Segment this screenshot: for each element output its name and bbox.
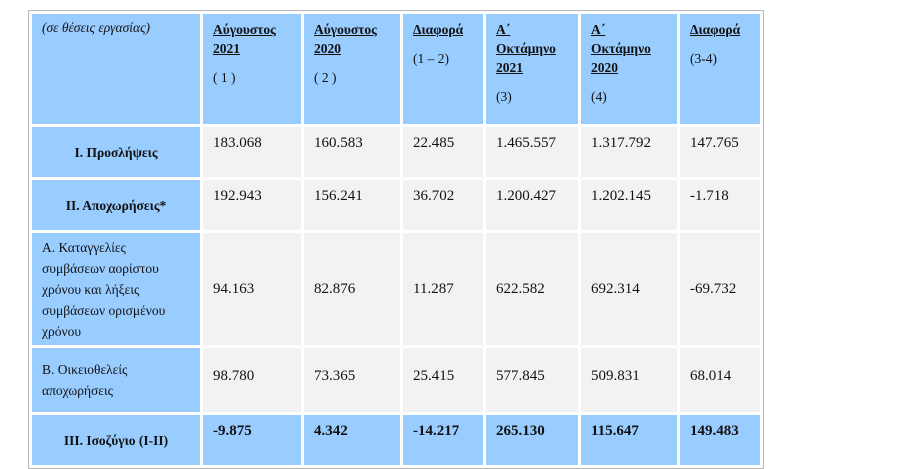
header-title: 2020 (314, 41, 341, 56)
header-row: (σε θέσεις εργασίας) Αύγουστος 2021( 1 ) Αύ… (32, 14, 760, 124)
cell-value: 1.465.557 (486, 127, 578, 177)
table-body: Ι. Προσλήψεις 183.068 160.583 22.485 1.465.5… (32, 127, 760, 465)
header-cell: Α΄ Οκτάμηνο 2020 (4) (581, 14, 677, 124)
table-row: ΙΙ. Αποχωρήσεις* 192.943 156.241 36.702 1.20… (32, 180, 760, 230)
row-label: ΙΙΙ. Ισοζύγιο (Ι-ΙΙ) (32, 415, 200, 465)
table-row: Ι. Προσλήψεις 183.068 160.583 22.485 1.465.5… (32, 127, 760, 177)
cell-value: 82.876 (304, 233, 400, 345)
cell-value: 1.200.427 (486, 180, 578, 230)
data-table: (σε θέσεις εργασίας) Αύγουστος 2021( 1 ) Αύ… (29, 11, 763, 468)
cell-value: 156.241 (304, 180, 400, 230)
cell-value: 160.583 (304, 127, 400, 177)
cell-value: 11.287 (403, 233, 483, 345)
header-note: (1 – 2) (413, 51, 449, 66)
header-note: ( 1 ) (213, 70, 236, 85)
cell-value: 577.845 (486, 348, 578, 412)
cell-value: 68.014 (680, 348, 760, 412)
header-cell: Α΄ Οκτάμηνο 2021 (3) (486, 14, 578, 124)
header-note: (σε θέσεις εργασίας) (42, 20, 151, 35)
header-title: 2020 (591, 60, 618, 75)
header-cell: (σε θέσεις εργασίας) (32, 14, 200, 124)
header-title: Διαφορά (413, 22, 464, 37)
cell-value: 25.415 (403, 348, 483, 412)
cell-value: 147.765 (680, 127, 760, 177)
cell-value: -14.217 (403, 415, 483, 465)
table-row: ΙΙΙ. Ισοζύγιο (Ι-ΙΙ) -9.875 4.342 -14.217 26… (32, 415, 760, 465)
cell-value: -1.718 (680, 180, 760, 230)
cell-value: 192.943 (203, 180, 301, 230)
row-label: Β. Οικειοθελείς αποχωρήσεις (32, 348, 200, 412)
cell-value: -9.875 (203, 415, 301, 465)
table-header: (σε θέσεις εργασίας) Αύγουστος 2021( 1 ) Αύ… (32, 14, 760, 124)
table-row: Α. Καταγγελίες συμβάσεων αορίστου χρόνου… (32, 233, 760, 345)
cell-value: 115.647 (581, 415, 677, 465)
cell-value: -69.732 (680, 233, 760, 345)
cell-value: 1.202.145 (581, 180, 677, 230)
header-title: 2021 (496, 60, 523, 75)
cell-value: 73.365 (304, 348, 400, 412)
page: (σε θέσεις εργασίας) Αύγουστος 2021( 1 ) Αύ… (28, 10, 764, 469)
header-title: Α΄ (591, 22, 606, 37)
header-title: Διαφορά (690, 22, 741, 37)
row-label: Ι. Προσλήψεις (32, 127, 200, 177)
header-cell: Αύγουστος 2021 ( 1 ) (203, 14, 301, 124)
cell-value: 183.068 (203, 127, 301, 177)
table-row: Β. Οικειοθελείς αποχωρήσεις 98.780 73.365 2… (32, 348, 760, 412)
cell-value: 22.485 (403, 127, 483, 177)
header-title: Οκτάμηνο (591, 41, 651, 56)
header-title: Α΄ (496, 22, 511, 37)
row-label: ΙΙ. Αποχωρήσεις* (32, 180, 200, 230)
header-title: Αύγουστος (213, 22, 276, 37)
row-label: Α. Καταγγελίες συμβάσεων αορίστου χρόνου… (32, 233, 200, 345)
header-cell: Διαφορά (1 – 2) (403, 14, 483, 124)
header-note: (3-4) (690, 51, 717, 66)
header-cell: Αύγουστος 2020 ( 2 ) (304, 14, 400, 124)
cell-value: 94.163 (203, 233, 301, 345)
header-title: 2021 (213, 41, 240, 56)
cell-value: 692.314 (581, 233, 677, 345)
cell-value: 265.130 (486, 415, 578, 465)
header-cell: Διαφορά (3-4) (680, 14, 760, 124)
header-title: Αύγουστος (314, 22, 377, 37)
cell-value: 98.780 (203, 348, 301, 412)
header-note: (4) (591, 89, 607, 104)
cell-value: 4.342 (304, 415, 400, 465)
cell-value: 509.831 (581, 348, 677, 412)
cell-value: 36.702 (403, 180, 483, 230)
header-note: (3) (496, 89, 512, 104)
header-note: ( 2 ) (314, 70, 337, 85)
cell-value: 622.582 (486, 233, 578, 345)
cell-value: 149.483 (680, 415, 760, 465)
header-title: Οκτάμηνο (496, 41, 556, 56)
cell-value: 1.317.792 (581, 127, 677, 177)
table-frame: (σε θέσεις εργασίας) Αύγουστος 2021( 1 ) Αύ… (28, 10, 764, 469)
